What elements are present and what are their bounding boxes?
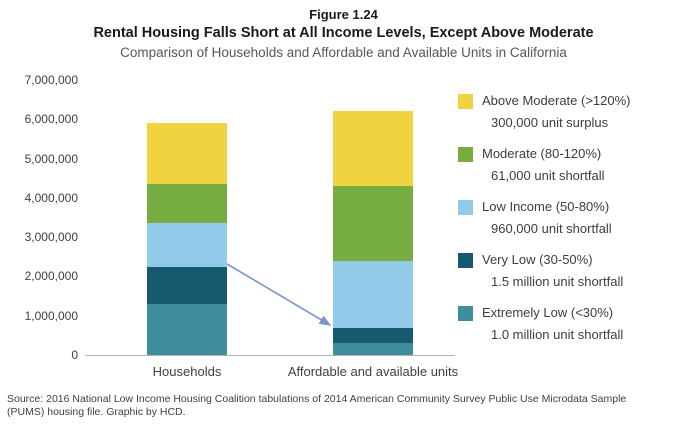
legend-item: Very Low (30-50%) 1.5 million unit shortf… <box>458 252 631 289</box>
bar-segment <box>147 303 227 355</box>
legend: Above Moderate (>120%) 300,000 unit surpl… <box>458 93 631 342</box>
bar-segment <box>147 223 227 267</box>
legend-label: Very Low (30-50%) <box>482 252 593 267</box>
bar-segment <box>333 186 413 261</box>
y-axis-tick-label: 5,000,000 <box>24 151 78 166</box>
bar-segment <box>147 184 227 224</box>
legend-label: Above Moderate (>120%) <box>482 93 631 108</box>
y-axis-tick-label: 7,000,000 <box>24 73 78 87</box>
figure-title: Rental Housing Falls Short at All Income… <box>93 25 594 41</box>
legend-swatch <box>458 306 473 321</box>
legend-label: Extremely Low (<30%) <box>482 305 614 320</box>
y-axis-tick-label: 0 <box>71 348 78 362</box>
bar-segment <box>147 123 227 185</box>
legend-swatch <box>458 94 473 109</box>
y-axis-tick-label: 1,000,000 <box>24 308 78 323</box>
legend-note: 61,000 unit shortfall <box>491 168 605 183</box>
source-note: Source: 2016 National Low Income Housing… <box>7 393 627 418</box>
legend-note: 1.0 million unit shortfall <box>491 327 624 342</box>
stacked-bar-affordable-units <box>333 111 413 355</box>
bar-segment <box>147 266 227 304</box>
legend-note: 300,000 unit surplus <box>491 115 609 130</box>
y-axis-tick-label: 6,000,000 <box>24 112 78 127</box>
legend-note: 1.5 million unit shortfall <box>491 274 624 289</box>
bar-segment <box>333 260 413 328</box>
bar-segment <box>333 327 413 344</box>
figure-subtitle: Comparison of Households and Affordable … <box>120 45 567 60</box>
legend-item: Low Income (50-80%) 960,000 unit shortfal… <box>458 199 631 236</box>
figure-header: Figure 1.24 Rental Housing Falls Short a… <box>0 7 687 60</box>
legend-swatch <box>458 147 473 162</box>
plot-area <box>85 80 455 356</box>
y-axis-tick-label: 3,000,000 <box>24 230 78 245</box>
x-axis-category-label: Households <box>152 364 222 379</box>
legend-swatch <box>458 200 473 215</box>
legend-swatch <box>458 253 473 268</box>
bar-segment <box>333 111 413 187</box>
figure-number: Figure 1.24 <box>309 7 378 22</box>
legend-label: Moderate (80-120%) <box>482 146 602 161</box>
stacked-bar-households <box>147 123 227 355</box>
bar-segment <box>333 343 413 355</box>
y-axis-tick-label: 4,000,000 <box>24 190 78 205</box>
y-axis-tick-label: 2,000,000 <box>24 269 78 284</box>
legend-item: Moderate (80-120%) 61,000 unit shortfall <box>458 146 631 183</box>
x-axis-category-label: Affordable and available units <box>287 364 459 379</box>
legend-item: Above Moderate (>120%) 300,000 unit surpl… <box>458 93 631 130</box>
legend-note: 960,000 unit shortfall <box>491 221 612 236</box>
legend-label: Low Income (50-80%) <box>482 199 610 214</box>
legend-item: Extremely Low (<30%) 1.0 million unit sho… <box>458 305 631 342</box>
